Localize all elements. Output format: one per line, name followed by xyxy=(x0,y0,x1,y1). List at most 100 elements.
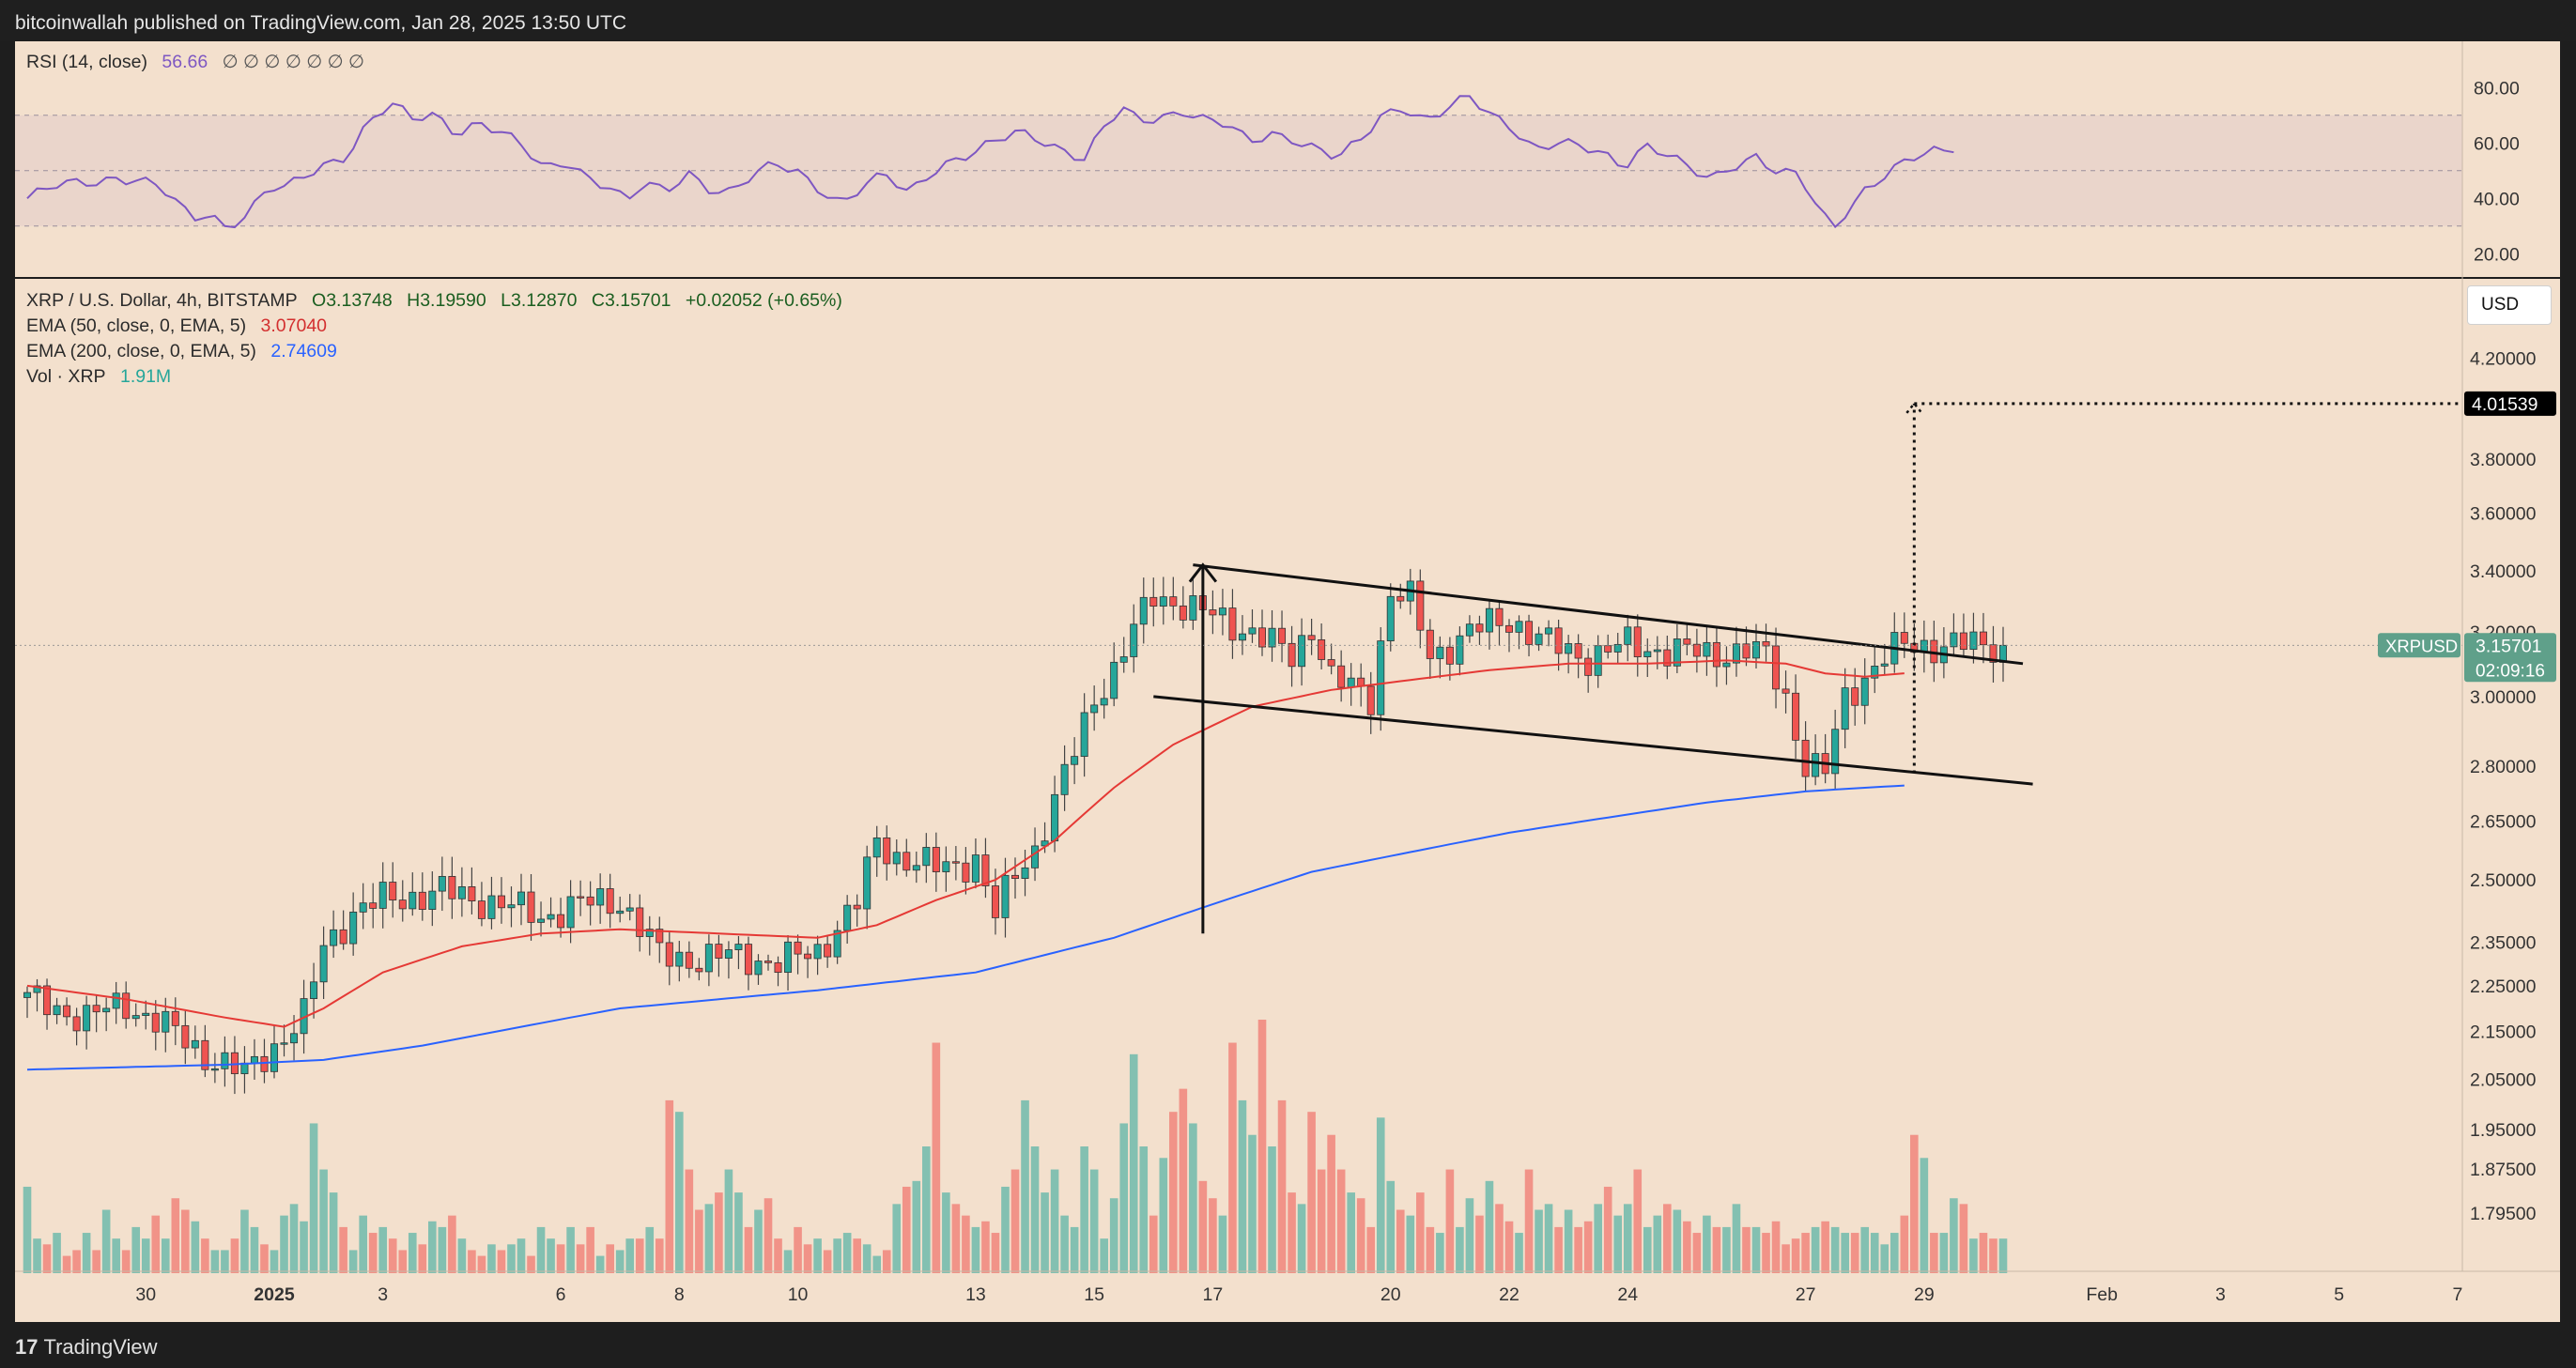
change-value: +0.02052 (+0.65%) xyxy=(685,290,842,311)
candle-body xyxy=(586,896,594,906)
candle-body xyxy=(774,961,782,974)
candle-body xyxy=(1347,677,1355,688)
volume-bar xyxy=(1465,1198,1474,1273)
volume-bar xyxy=(1149,1215,1158,1273)
volume-bar xyxy=(1456,1226,1464,1273)
candle-body xyxy=(784,941,793,974)
candle-body xyxy=(951,861,960,864)
candle-body xyxy=(981,854,990,886)
candle-body xyxy=(1505,624,1514,633)
chart-canvas[interactable]: 80.0060.0040.0020.004.200004.000003.8000… xyxy=(15,41,2560,1322)
volume-bar xyxy=(82,1233,91,1273)
candle-body xyxy=(912,865,920,871)
volume-bar xyxy=(1841,1233,1849,1273)
candle-body xyxy=(853,904,861,910)
candle-body xyxy=(1209,609,1217,616)
volume-bar xyxy=(1119,1123,1129,1273)
candle-body xyxy=(1090,704,1099,714)
volume-bar xyxy=(1169,1112,1178,1273)
price-axis[interactable]: 80.0060.0040.0020.004.200004.000003.8000… xyxy=(2378,41,2556,1271)
volume-bar xyxy=(457,1238,467,1273)
volume-bar xyxy=(1524,1169,1534,1273)
rsi-legend: RSI (14, close) 56.66 ∅ ∅ ∅ ∅ ∅ ∅ ∅ xyxy=(26,51,374,73)
time-axis[interactable]: 30 2025 3 6 8 10 13 15 17 20 22 24 27 29 Feb 3 5 7 xyxy=(15,1270,2560,1305)
time-tick-label: 29 xyxy=(1914,1284,1935,1305)
volume-bar xyxy=(1179,1088,1188,1273)
volume-bar xyxy=(151,1215,161,1273)
candle-body xyxy=(1752,640,1761,659)
volume-bar xyxy=(675,1112,684,1273)
countdown-text: 02:09:16 xyxy=(2476,661,2545,681)
candle-body xyxy=(1149,596,1158,607)
volume-bar xyxy=(1890,1233,1899,1273)
price-tick-label: 2.65000 xyxy=(2470,812,2537,833)
volume-bar xyxy=(547,1238,555,1273)
rsi-tick-label: 20.00 xyxy=(2474,244,2520,265)
candle-body xyxy=(1051,793,1059,842)
volume-bar xyxy=(1950,1198,1958,1273)
volume-bar xyxy=(991,1233,1000,1273)
volume-bar xyxy=(1603,1186,1612,1273)
tradingview-logo[interactable]: 17 TradingView xyxy=(15,1335,158,1360)
price-tick-label: 1.79500 xyxy=(2470,1204,2537,1224)
candle-body xyxy=(1011,874,1020,880)
volume-bar xyxy=(1594,1204,1602,1273)
candle-body xyxy=(1495,607,1504,626)
lower-trendline[interactable] xyxy=(1153,695,2033,786)
candle-body xyxy=(1169,596,1178,607)
volume-bar xyxy=(1703,1215,1711,1273)
candle-body xyxy=(685,951,693,969)
chart-area[interactable]: 80.0060.0040.0020.004.200004.000003.8000… xyxy=(15,41,2560,1322)
time-tick-label: 5 xyxy=(2334,1284,2344,1305)
volume-bar xyxy=(882,1250,891,1273)
volume-bar xyxy=(932,1042,941,1273)
volume-bar xyxy=(645,1226,655,1273)
volume-bar xyxy=(161,1238,170,1273)
symbol-legend: XRP / U.S. Dollar, 4h, BITSTAMP O3.13748… xyxy=(26,290,852,312)
candle-body xyxy=(1515,621,1523,633)
rsi-panel[interactable] xyxy=(15,95,2560,279)
candle-body xyxy=(270,1043,278,1072)
candle-body xyxy=(438,876,446,892)
candle-body xyxy=(833,930,841,958)
ema200-value: 2.74609 xyxy=(270,341,337,361)
volume-bar xyxy=(1445,1169,1455,1273)
volume-bar xyxy=(951,1204,961,1273)
candle-body xyxy=(83,1005,91,1032)
volume-bar xyxy=(566,1226,575,1273)
volume-bar xyxy=(33,1238,41,1273)
price-panel[interactable] xyxy=(15,401,2462,1273)
candle-body xyxy=(695,967,703,973)
candle-body xyxy=(656,929,664,944)
volume-bar xyxy=(1268,1146,1276,1273)
volume-bar xyxy=(1396,1209,1405,1273)
volume-bar xyxy=(497,1250,506,1273)
volume-bar xyxy=(833,1238,841,1273)
candle-body xyxy=(645,929,654,937)
time-tick-label: 2025 xyxy=(254,1284,295,1305)
currency-button[interactable]: USD xyxy=(2467,285,2552,325)
volume-bar xyxy=(507,1244,516,1273)
target-price-text: 4.01539 xyxy=(2472,394,2538,415)
rsi-tick-label: 40.00 xyxy=(2474,189,2520,209)
candle-body xyxy=(1386,595,1395,642)
volume-bar xyxy=(1860,1226,1870,1273)
high-value: H3.19590 xyxy=(407,290,486,311)
candle-body xyxy=(1545,627,1553,635)
volume-bar xyxy=(1544,1204,1553,1273)
volume-bar xyxy=(734,1192,743,1273)
volume-bar xyxy=(181,1209,190,1273)
candle-body xyxy=(1554,627,1563,654)
candle-body xyxy=(1732,643,1740,664)
candle-body xyxy=(1950,632,1958,648)
last-price-text: 3.15701 xyxy=(2476,636,2542,656)
candle-body xyxy=(122,992,131,1020)
volume-bar xyxy=(764,1198,773,1273)
volume-bar xyxy=(1791,1238,1800,1273)
candle-body xyxy=(1831,729,1840,775)
candle-body xyxy=(616,910,625,915)
upper-trendline[interactable] xyxy=(1193,563,2024,666)
volume-bar xyxy=(853,1238,861,1273)
volume-bar xyxy=(1277,1099,1287,1273)
candle-body xyxy=(1228,607,1237,641)
